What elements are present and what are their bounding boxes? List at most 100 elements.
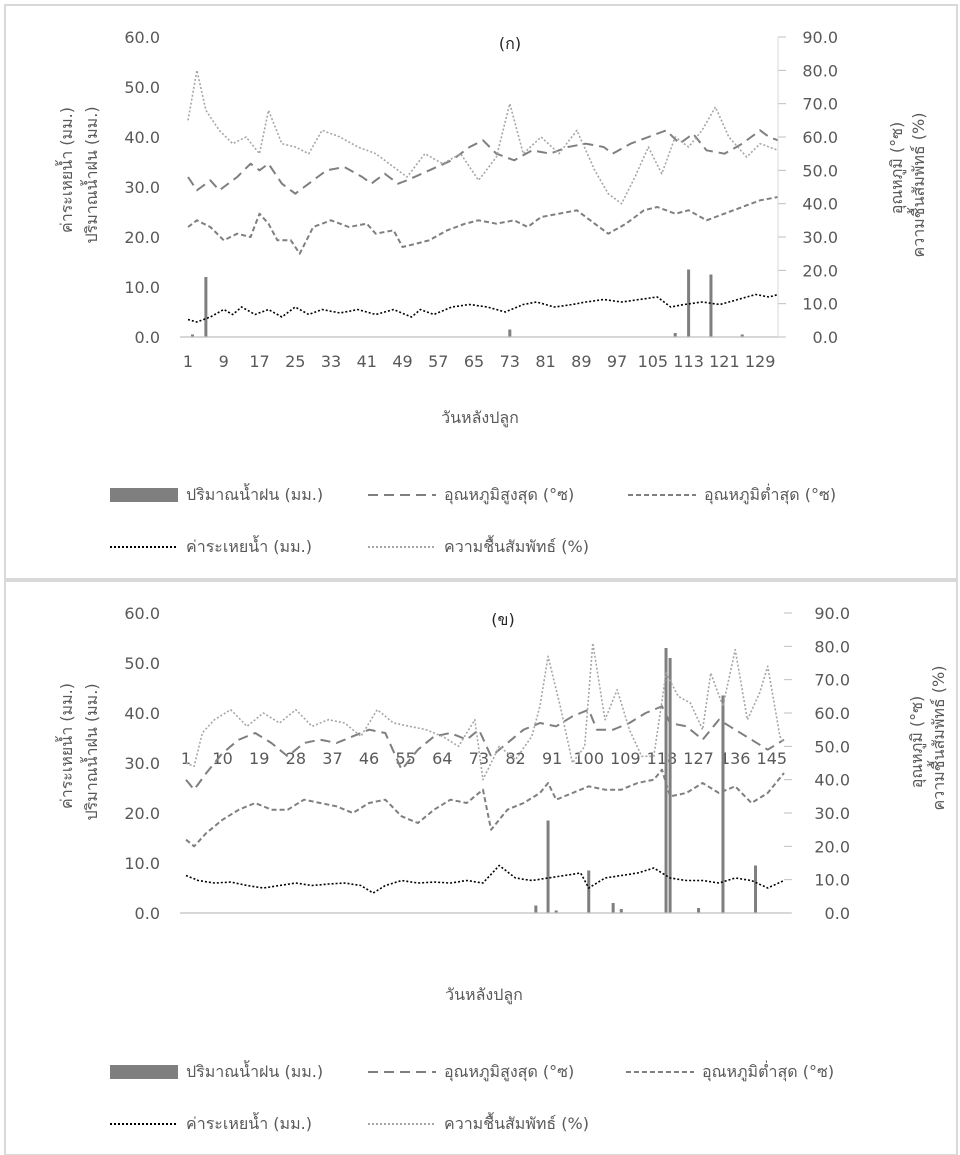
series-line-tmax [187,129,779,195]
y-right-tick-label: 60.0 [814,704,850,723]
legend-label-rh: ความชื้นสัมพัทธ์ (%) [444,1112,589,1133]
legend-label-et: ค่าระเหยน้ำ (มม.) [186,535,312,556]
y-axis-title-left-a: ค่าระเหยน้ำ (มม.) ปริมาณน้ำฝน (มม.) [55,106,101,243]
y-right-tick-label: 70.0 [802,95,838,114]
rainfall-bar [587,870,591,913]
legend-b: ปริมาณน้ำฝน (มม.) อุณหภูมิสูงสุด (°ซ) อุ… [110,1060,834,1133]
rainfall-bar [619,909,623,913]
series-lines-b [185,642,785,894]
y-right-tick-label: 40.0 [802,195,838,214]
x-tick-label: 97 [607,352,627,371]
y-right-tick-label: 30.0 [802,228,838,247]
x-tick-label: 55 [395,749,415,768]
rainfall-bar [611,903,615,913]
y-right-tick-label: 80.0 [814,637,850,656]
x-tick-label: 145 [757,749,788,768]
y-left-tick-label: 40.0 [124,704,160,723]
x-tick-label: 25 [285,352,305,371]
y-right-tick-label: 80.0 [802,61,838,80]
legend-label-et: ค่าระเหยน้ำ (มม.) [186,1112,312,1133]
panel-a: (ก) ค่าระเหยน้ำ (มม.) ปริมาณน้ำฝน (มม.) … [55,28,928,556]
rainfall-bar [709,274,713,337]
x-tick-label: 105 [638,352,669,371]
y-axis-right-ticks-b: 0.0 10.0 20.0 30.0 40.0 50.0 60.0 70.0 80.0 90.0 [784,604,850,923]
y-right-tick-label: 0.0 [813,328,838,347]
x-tick-label: 113 [673,352,704,371]
rainfall-bar [721,695,725,913]
y-left-tick-label: 50.0 [124,78,160,97]
y-left-tick-label: 30.0 [124,178,160,197]
y-left-tick-label: 0.0 [135,328,160,347]
x-tick-label: 28 [286,749,306,768]
y-right-tick-label: 90.0 [802,28,838,47]
rainfall-bar [754,865,758,913]
x-tick-label: 9 [219,352,229,371]
panel-b: (ข) ค่าระเหยน้ำ (มม.) ปริมาณน้ำฝน (มม.) … [55,604,948,1133]
y-axis-title-right-a: อุณหภูมิ (°ซ) ความชื้นสัมพัทธ์ (%) [887,113,928,258]
y-right-tick-label: 40.0 [814,771,850,790]
rainfall-bar [668,658,672,913]
legend-swatch-rain [110,488,178,502]
series-line-tmin [185,768,785,848]
x-tick-label: 109 [610,749,641,768]
x-tick-label: 118 [647,749,678,768]
x-tick-label: 1 [181,749,191,768]
rainfall-bar [546,820,550,913]
x-tick-label: 1 [183,352,193,371]
x-tick-label: 46 [359,749,379,768]
y-right-tick-label: 90.0 [814,604,850,623]
series-lines-a [187,69,779,323]
x-tick-label: 81 [535,352,555,371]
y-left-tick-label: 60.0 [124,28,160,47]
series-line-tmax [185,705,785,791]
x-tick-label: 136 [720,749,751,768]
y-axis-left-ticks-a: 0.0 10.0 20.0 30.0 40.0 50.0 60.0 [124,28,160,347]
y-right-tick-label: 10.0 [814,871,850,890]
y-right-tick-label: 20.0 [802,261,838,280]
x-tick-label: 89 [571,352,591,371]
rainfall-bar [697,908,701,913]
x-tick-label: 10 [212,749,232,768]
legend-label-tmax: อุณหภูมิสูงสุด (°ซ) [444,1062,574,1082]
rainfall-bar [190,334,194,337]
x-tick-label: 100 [573,749,604,768]
series-line-tmin [187,196,779,255]
x-axis-title-a: วันหลังปลูก [441,408,519,428]
series-line-rh [187,69,779,205]
y-right-tick-label: 20.0 [814,837,850,856]
y-left-tick-label: 40.0 [124,128,160,147]
y-right-tick-label: 10.0 [802,295,838,314]
y-left-tick-label: 60.0 [124,604,160,623]
x-tick-label: 37 [322,749,342,768]
y-axis-title-right-line2: ความชื้นสัมพัทธ์ (%) [907,113,928,258]
x-tick-label: 33 [321,352,341,371]
chart-title-b: (ข) [491,610,514,629]
x-axis-ticks-a: 1 9 17 25 33 41 49 57 65 73 81 89 97 105 113 121 129 [183,352,775,371]
y-right-tick-label: 50.0 [814,737,850,756]
y-axis-title-left-line2: ปริมาณน้ำฝน (มม.) [80,106,101,243]
rainfall-bar [508,329,512,337]
y-left-tick-label: 50.0 [124,654,160,673]
y-right-tick-label: 30.0 [814,804,850,823]
x-axis-title-b: วันหลังปลูก [445,985,523,1005]
x-tick-label: 17 [249,352,269,371]
legend-label-rain: ปริมาณน้ำฝน (มม.) [186,483,323,504]
y-axis-title-right-line1: อุณหภูมิ (°ซ) [907,696,927,789]
y-axis-title-right-line2: ความชื้นสัมพัทธ์ (%) [927,666,948,811]
x-tick-label: 64 [432,749,452,768]
legend-label-rain: ปริมาณน้ำฝน (มม.) [186,1060,323,1081]
rainfall-bar [554,910,558,913]
legend-label-tmax: อุณหภูมิสูงสุด (°ซ) [444,485,574,505]
x-tick-label: 57 [428,352,448,371]
x-tick-label: 49 [392,352,412,371]
x-axis-ticks-b: 1 10 19 28 37 46 55 64 73 82 91 100 109 118 127 136 145 [181,749,787,768]
rainfall-bar [673,333,677,337]
legend-label-rh: ความชื้นสัมพัทธ์ (%) [444,535,589,556]
y-left-tick-label: 10.0 [124,278,160,297]
x-tick-label: 65 [464,352,484,371]
x-tick-label: 41 [357,352,377,371]
chart-title-a: (ก) [499,34,521,53]
rainfall-bar [534,905,538,913]
y-axis-left-ticks-b: 0.0 10.0 20.0 30.0 40.0 50.0 60.0 [124,604,160,923]
